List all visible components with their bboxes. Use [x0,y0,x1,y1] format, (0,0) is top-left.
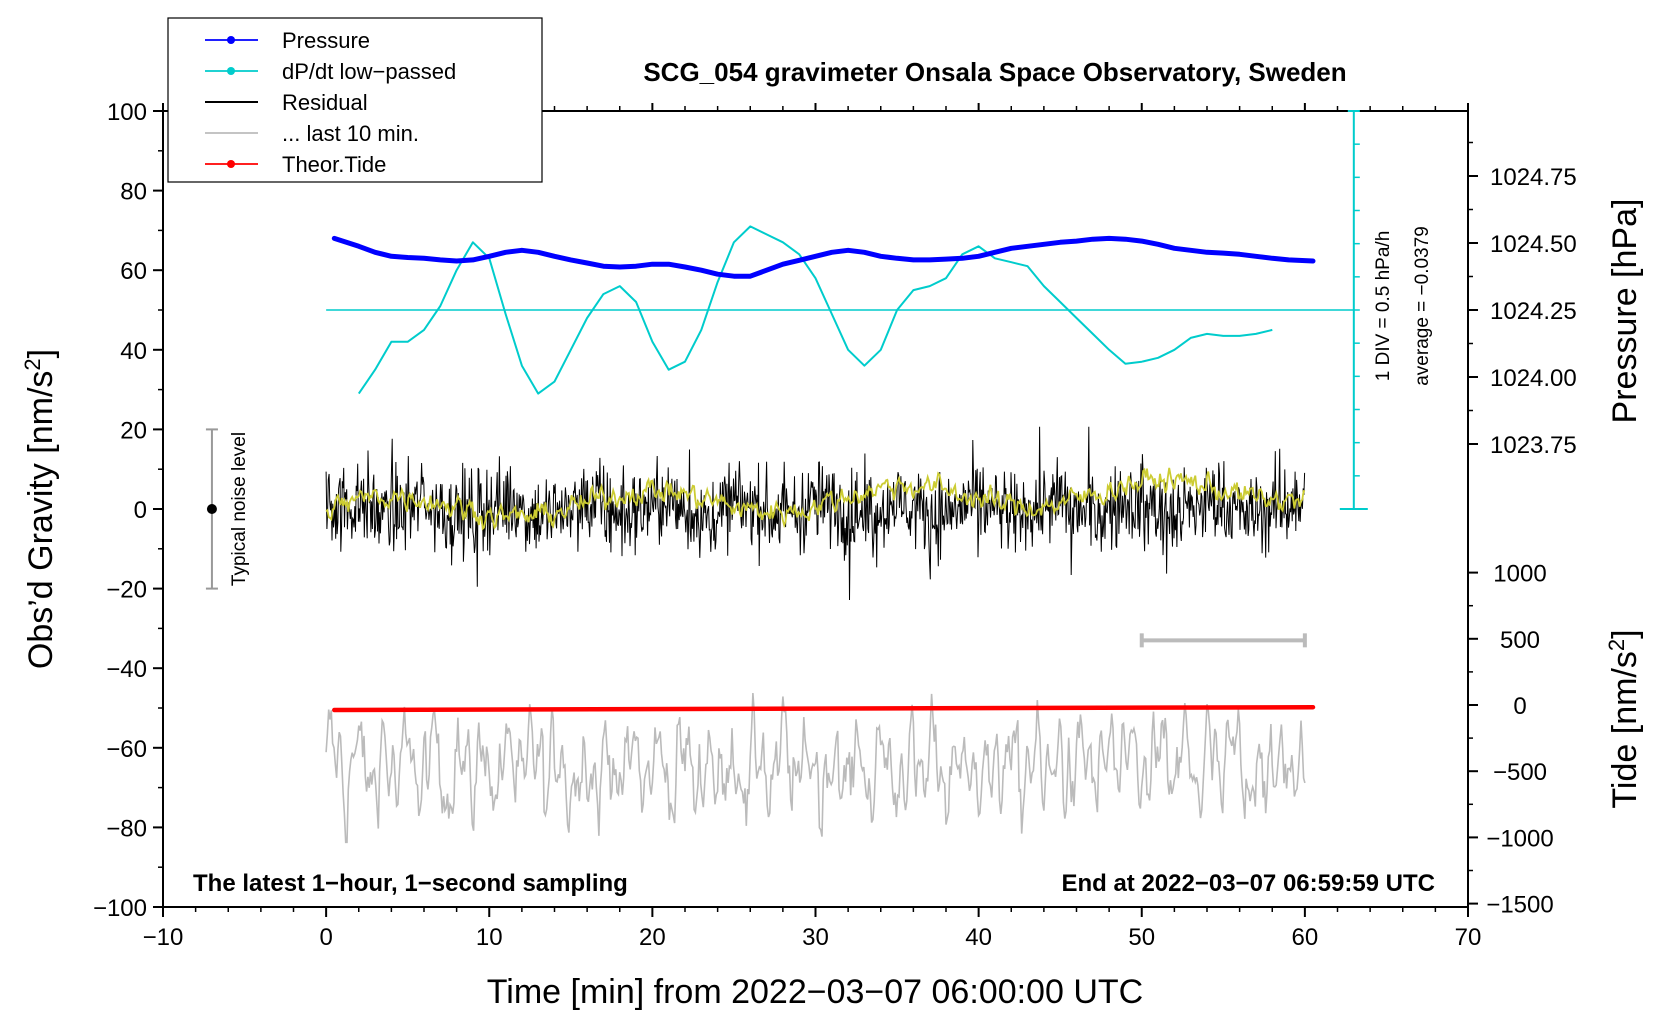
y-axis-title-tide-sup: 2 [1604,639,1629,651]
legend-marker [227,67,235,75]
x-axis-title: Time [min] from 2022−03−07 06:00:00 UTC [487,973,1143,1011]
y-axis-title-left-close: ] [22,349,60,358]
legend-box [167,17,543,183]
pressure-tick-label: 1024.25 [1490,298,1577,325]
x-tick-label: 0 [319,924,332,951]
y-tick-label: −80 [106,815,147,842]
y-tick-label: −40 [106,656,147,683]
legend-marker [227,36,235,44]
y-axis-title-left-sup: 2 [20,358,45,370]
y-tick-label: 40 [120,338,147,365]
tide-tick-label: 500 [1500,627,1540,654]
y-axis-title-pressure: Pressure [hPa] [1606,199,1644,424]
legend: Pressure dP/dt low−passed Residual ... last… [167,17,543,183]
tide-tick-label: −500 [1493,759,1547,786]
y-axis-title-tide-main: Tide [nm/s [1606,651,1644,808]
y-tick-label: −100 [93,895,147,922]
axis-ticks: −10 0 10 20 30 40 50 60 70100806040200−20−40−60−… [93,99,1577,951]
legend-label: dP/dt low−passed [282,59,456,84]
footer-left-text: The latest 1−hour, 1−second sampling [193,870,628,897]
y-axis-title-tide-close: ] [1606,629,1644,638]
noise-level-dot [206,504,217,514]
dpdt-average-label: average = −0.0379 [1412,226,1433,386]
chart-title: SCG_054 gravimeter Onsala Space Observat… [643,57,1346,87]
y-tick-label: −60 [106,736,147,763]
legend-items: Pressure dP/dt low−passed Residual ... last… [205,28,456,177]
y-axis-title-left: Obs’d Gravity [nm/s2] [20,349,60,669]
y-tick-label: 60 [120,258,147,285]
tide-tick-label: −1000 [1486,825,1553,852]
pressure-tick-label: 1024.00 [1490,365,1577,392]
legend-label: Pressure [282,28,370,53]
tide-tick-label: 1000 [1493,561,1546,588]
legend-marker [227,160,235,168]
pressure-tick-label: 1024.75 [1490,164,1577,191]
footer-right-text: End at 2022−03−07 06:59:59 UTC [1061,870,1435,897]
y-tick-label: 100 [107,99,147,126]
x-tick-label: 70 [1455,924,1482,951]
legend-label: Residual [282,90,368,115]
legend-label: Theor.Tide [282,152,386,177]
y-tick-label: 0 [134,497,147,524]
x-tick-label: 10 [476,924,503,951]
y-tick-label: 20 [120,417,147,444]
y-axis-title-tide: Tide [nm/s2] [1604,629,1644,808]
last-10-min-line [325,692,1306,844]
noise-level-label: Typical noise level [229,432,250,586]
x-tick-label: 30 [802,924,829,951]
tide-tick-label: −1500 [1486,892,1553,919]
y-tick-label: −20 [106,577,147,604]
x-tick-label: 60 [1292,924,1319,951]
series-layer [325,225,1316,844]
x-tick-label: 50 [1128,924,1155,951]
annotation-layer [205,110,1368,648]
y-axis-title-left-main: Obs’d Gravity [nm/s [22,371,60,670]
pressure-line [331,235,1316,279]
tide-line [332,704,1316,713]
dpdt-scale-label: 1 DIV = 0.5 hPa/h [1373,231,1394,382]
legend-label: ... last 10 min. [282,121,419,146]
x-tick-label: 20 [639,924,666,951]
pressure-tick-label: 1023.75 [1490,432,1577,459]
y-tick-label: 80 [120,179,147,206]
dpdt-line [357,225,1273,395]
x-tick-label: 40 [965,924,992,951]
residual-smoothed-line [325,467,1306,531]
pressure-tick-label: 1024.50 [1490,231,1577,258]
x-tick-label: −10 [143,924,184,951]
tide-tick-label: 0 [1513,693,1526,720]
